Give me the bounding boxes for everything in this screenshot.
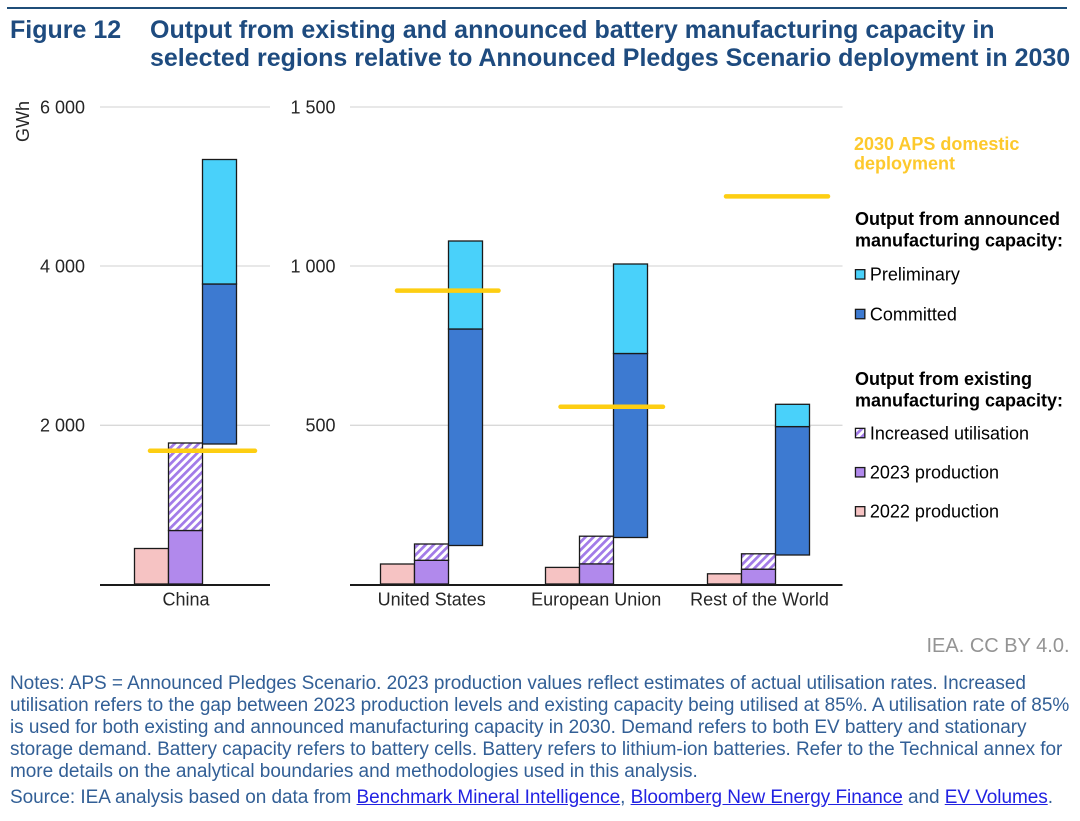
svg-text:United States: United States (378, 589, 486, 609)
svg-text:Increased utilisation: Increased utilisation (870, 423, 1029, 443)
svg-text:manufacturing capacity:: manufacturing capacity: (855, 230, 1063, 250)
svg-text:manufacturing capacity:: manufacturing capacity: (855, 391, 1063, 411)
svg-text:1 000: 1 000 (290, 256, 335, 276)
svg-text:Preliminary: Preliminary (870, 265, 960, 285)
svg-text:GWh: GWh (13, 101, 33, 142)
svg-text:6 000: 6 000 (40, 97, 85, 117)
svg-text:China: China (162, 589, 210, 609)
svg-text:Output from announced: Output from announced (855, 209, 1060, 229)
svg-text:Committed: Committed (870, 304, 957, 324)
svg-text:2022 production: 2022 production (870, 502, 999, 522)
svg-text:Rest of the World: Rest of the World (690, 589, 829, 609)
svg-text:European Union: European Union (531, 589, 661, 609)
svg-text:2023 production: 2023 production (870, 463, 999, 483)
svg-text:deployment: deployment (854, 154, 955, 174)
svg-text:500: 500 (305, 416, 335, 436)
svg-text:2030 APS domestic: 2030 APS domestic (854, 134, 1019, 154)
svg-text:4 000: 4 000 (40, 256, 85, 276)
svg-text:1 500: 1 500 (290, 97, 335, 117)
svg-text:Output from existing: Output from existing (855, 369, 1032, 389)
svg-text:2 000: 2 000 (40, 416, 85, 436)
